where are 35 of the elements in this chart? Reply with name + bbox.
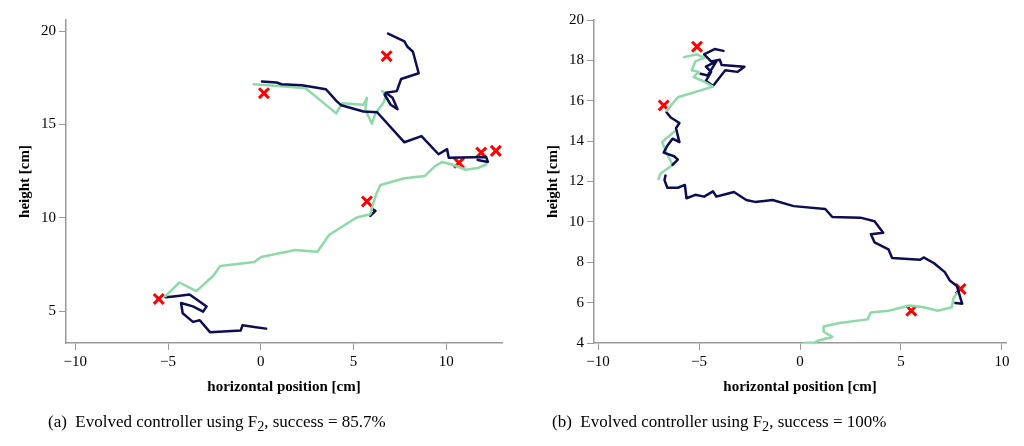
y-tick-label: 4 bbox=[576, 333, 585, 350]
x-tick-label: 10 bbox=[994, 352, 1010, 369]
x-tick-label: 10 bbox=[438, 352, 454, 369]
point bbox=[257, 86, 271, 100]
text: (b) Evolved controller using F$_{2}$, success = 100% bbox=[551, 412, 888, 436]
point bbox=[489, 144, 502, 158]
point bbox=[152, 292, 166, 306]
y-axis-title: height [cm] bbox=[543, 145, 560, 218]
y-tick-label: 14 bbox=[569, 132, 585, 149]
y-tick-label: 6 bbox=[576, 293, 585, 310]
x-tick-label: −5 bbox=[691, 352, 707, 369]
y-tick-label: 20 bbox=[569, 10, 584, 27]
x-tick-label: −10 bbox=[63, 352, 88, 369]
y-tick-label: 15 bbox=[41, 115, 56, 132]
y-tick-label: 5 bbox=[48, 302, 56, 319]
point bbox=[380, 49, 394, 63]
text: (a) Evolved controller using F$_{2}$, success = 85.7% bbox=[47, 412, 387, 436]
y-tick-label: 12 bbox=[569, 172, 584, 189]
x-tick-label: 5 bbox=[349, 352, 358, 369]
y-tick-label: 10 bbox=[41, 208, 56, 225]
y-tick-label: 8 bbox=[576, 253, 584, 270]
point bbox=[690, 40, 704, 54]
x-axis-title: horizontal position [cm] bbox=[723, 377, 877, 394]
x-tick-label: −10 bbox=[586, 352, 610, 369]
y-axis-title: height [cm] bbox=[15, 145, 32, 218]
y-tick-label: 18 bbox=[569, 51, 584, 68]
y-tick-label: 10 bbox=[569, 212, 584, 229]
y-tick-label: 16 bbox=[569, 91, 585, 108]
x-tick-label: 0 bbox=[796, 352, 804, 369]
x-axis-title: horizontal position [cm] bbox=[207, 377, 361, 394]
x-tick-label: 0 bbox=[257, 352, 265, 369]
x-tick-label: −5 bbox=[160, 352, 177, 369]
point bbox=[360, 195, 374, 208]
y-tick-label: 20 bbox=[41, 22, 56, 39]
x-tick-label: 5 bbox=[897, 352, 905, 369]
